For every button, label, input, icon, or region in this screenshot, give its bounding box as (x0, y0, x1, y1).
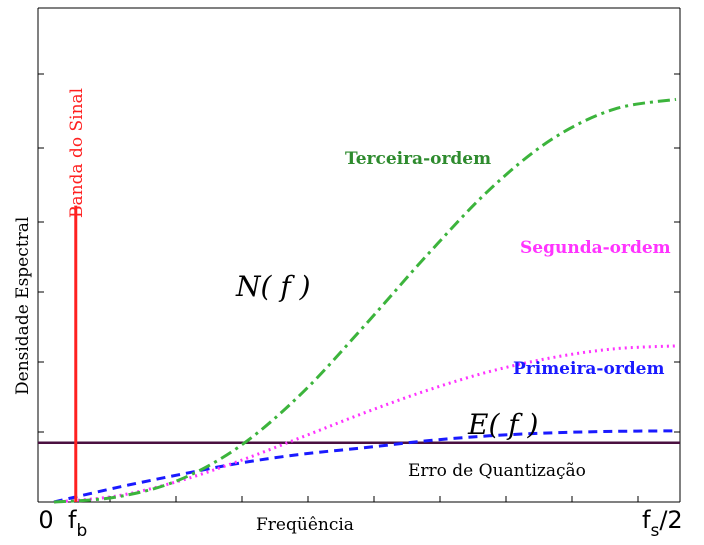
x-tick-fs-sub: s (650, 521, 659, 541)
x-tick-fb-main: f (68, 506, 77, 534)
x-axis-label: Freqüência (256, 515, 354, 535)
error-function-label: E( f ) (467, 408, 538, 441)
x-tick-fb: fb (68, 506, 87, 541)
series-line-2 (53, 97, 677, 504)
x-tick-fb-sub: b (76, 521, 87, 541)
x-tick-fs2: fs/2 (642, 506, 683, 541)
noise-function-label: N( f ) (235, 270, 311, 303)
series-label-terceira: Terceira-ordem (345, 149, 491, 169)
series-label-segunda: Segunda-ordem (520, 238, 671, 258)
y-axis-label: Densidade Espectral (13, 217, 33, 395)
series-group (53, 97, 677, 504)
series-line-0 (53, 429, 677, 504)
series-label-primeira: Primeira-ordem (513, 359, 664, 379)
signal-band-label: Banda do Sinal (67, 88, 87, 218)
quantization-error-label: Erro de Quantização (408, 461, 586, 481)
x-tick-fs-main: f (642, 506, 651, 534)
x-tick-zero: 0 (38, 506, 53, 534)
x-tick-fs-suffix: /2 (659, 506, 682, 534)
axis-ticks (38, 73, 680, 502)
